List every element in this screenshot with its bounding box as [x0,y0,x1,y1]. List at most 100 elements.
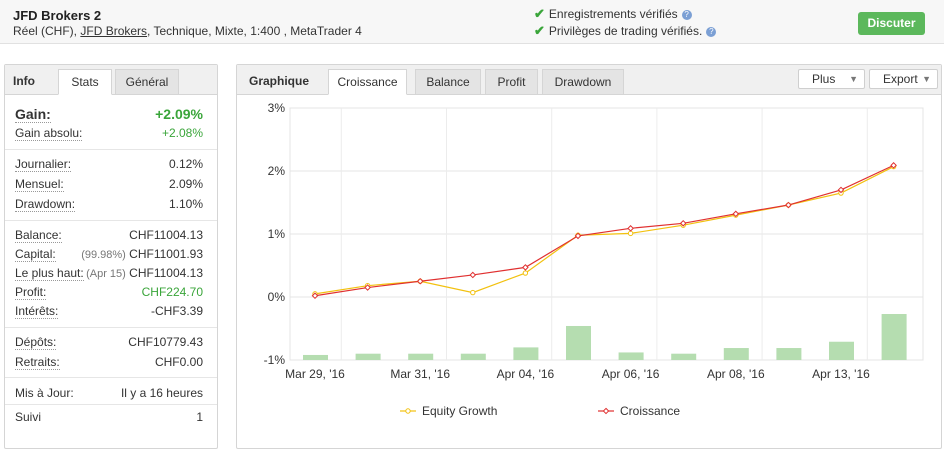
account-subtitle: Réel (CHF), JFD Brokers, Technique, Mixt… [13,24,362,38]
croissance-point [627,225,634,232]
export-dropdown-label: Export [883,72,918,86]
equity-growth-line [314,166,894,295]
chart-panel: Graphique Croissance Balance Profit Draw… [236,64,942,449]
legend-croissance: Croissance [620,404,680,418]
equity-growth-point [470,289,476,296]
croissance-point [364,284,371,291]
stat-gain-abs: Gain absolu: +2.08% [15,126,203,144]
verification-privileges-text: Privilèges de trading vérifiés. [548,24,703,38]
checkmark-icon: ✔ [534,6,545,21]
x-tick-label: Mar 29, '16 [285,367,345,381]
divider [5,220,217,221]
stat-highest-label: Le plus haut: [15,266,84,281]
help-icon[interactable]: ? [681,10,692,20]
stat-gain: Gain: +2.09% [15,106,203,124]
divider [5,404,217,405]
stat-profit-label: Profit: [15,285,47,300]
info-header: Info [13,74,35,88]
stat-capital-amount: CHF11001.93 [129,247,203,261]
stat-capital-value: (99.98%) CHF11001.93 [81,247,203,261]
chevron-down-icon: ▼ [922,74,931,84]
stat-monthly: Mensuel: 2.09% [15,177,203,195]
bar [355,353,381,360]
chart-lines [311,162,897,300]
stat-deposits-label: Dépôts: [15,335,57,350]
stat-highest-value: (Apr 15) CHF11004.13 [86,266,203,280]
stat-followed: Suivi 1 [15,410,203,428]
bar [303,354,328,360]
bar [776,348,802,360]
croissance-point [732,210,740,218]
stat-interest-label: Intérêts: [15,304,59,319]
stat-daily-value: 0.12% [168,157,203,171]
bar [618,352,644,360]
stat-updated-label: Mis à Jour: [15,386,74,400]
legend-equity-growth: Equity Growth [422,404,497,418]
y-tick-label: 3% [268,101,286,115]
stat-gain-value: +2.09% [155,106,203,122]
more-dropdown-label: Plus [812,72,836,86]
divider [5,149,217,150]
equity-growth-point [522,270,529,276]
chart-grid [289,107,924,361]
stat-capital-note: (99.98%) [81,249,126,261]
bar [723,348,749,360]
chart-bars [303,314,907,360]
account-header: JFD Brokers 2 Réel (CHF), JFD Brokers, T… [0,0,944,44]
broker-link[interactable]: JFD Brokers [80,24,148,38]
growth-chart: 3% 2% 1% 0% -1%Mar 29, '16 Mar 31, '16 Apr 04,… [264,101,924,418]
divider [5,377,217,378]
info-tabbar: Info Stats Général [5,65,217,95]
x-tick-label: Mar 31, '16 [390,367,450,381]
croissance-point [890,162,897,169]
stat-withdrawals: Retraits: CHF0.00 [15,355,203,373]
verification-records-text: Enregistrements vérifiés [548,7,678,21]
stat-gain-abs-value: +2.08% [161,126,203,140]
x-tick-label: Apr 13, '16 [812,367,870,381]
tab-profit[interactable]: Profit [485,69,538,95]
verification-records: ✔ Enregistrements vérifiés? [534,6,692,22]
bar [513,347,539,360]
tab-general[interactable]: Général [115,69,179,95]
discuss-button[interactable]: Discuter [858,12,925,35]
stat-gain-abs-label: Gain absolu: [15,126,83,141]
stat-profit: Profit: CHF224.70 [15,285,203,303]
stat-daily-label: Journalier: [15,157,72,172]
info-panel: Info Stats Général Gain: +2.09% Gain abs… [4,64,218,449]
y-tick-label: 1% [268,227,286,241]
legend-marker [602,407,610,415]
bar [829,341,854,360]
croissance-point [522,264,529,271]
stat-monthly-label: Mensuel: [15,177,64,192]
stat-capital: Capital: (99.98%) CHF11001.93 [15,247,203,265]
tab-balance[interactable]: Balance [415,69,481,95]
account-details: , Technique, Mixte, 1:400 , MetaTrader 4 [147,24,362,38]
x-tick-label: Apr 04, '16 [497,367,555,381]
account-title: JFD Brokers 2 [13,8,102,23]
more-dropdown[interactable]: Plus ▼ [798,69,865,89]
help-icon[interactable]: ? [706,27,717,37]
stat-withdrawals-value: CHF0.00 [154,355,203,369]
y-tick-label: 2% [268,164,286,178]
croissance-point [469,271,477,279]
x-tick-label: Apr 06, '16 [602,367,660,381]
stat-interest-value: -CHF3.39 [150,304,203,318]
verification-privileges: ✔ Privilèges de trading vérifiés.? [534,23,717,39]
stat-daily: Journalier: 0.12% [15,157,203,175]
tab-croissance[interactable]: Croissance [328,69,407,95]
bar [408,353,434,360]
chevron-down-icon: ▼ [849,74,858,84]
chart-legend: Equity Growth Croissance [400,404,680,418]
export-dropdown[interactable]: Export ▼ [869,69,938,89]
y-tick-label: -1% [264,353,286,367]
bar [460,353,486,360]
stat-balance: Balance: CHF11004.13 [15,228,203,246]
tab-drawdown[interactable]: Drawdown [542,69,624,95]
stat-withdrawals-label: Retraits: [15,355,60,370]
stat-deposits: Dépôts: CHF10779.43 [15,335,203,353]
tab-stats[interactable]: Stats [58,69,112,95]
stat-drawdown-label: Drawdown: [15,197,76,212]
croissance-point [785,201,792,209]
stat-drawdown: Drawdown: 1.10% [15,197,203,215]
stat-highest-amount: CHF11004.13 [129,266,203,280]
